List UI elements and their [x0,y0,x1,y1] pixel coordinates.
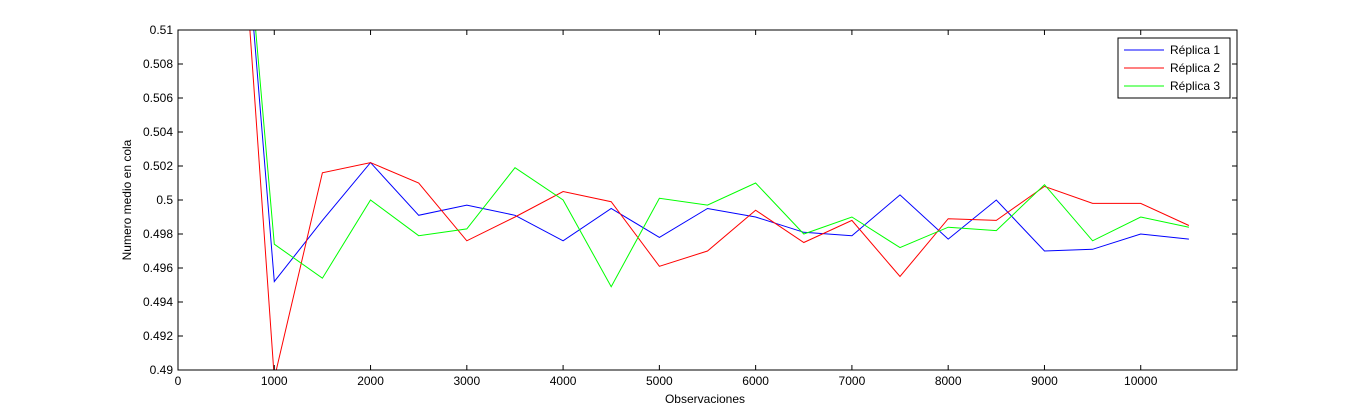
x-tick-label: 9000 [1031,374,1058,388]
x-tick-label: 7000 [839,374,866,388]
series-line-replica-2 [249,30,1190,370]
y-tick-label: 0.49 [150,363,174,377]
y-tick-label: 0.51 [150,23,174,37]
x-tick-label: 2000 [357,374,384,388]
legend-label-replica-2: Réplica 2 [1170,61,1220,75]
x-tick-label: 6000 [742,374,769,388]
y-tick-label: 0.508 [143,57,173,71]
y-tick-labels: 0.49 0.492 0.494 0.496 0.498 0.5 0.502 0.504 0.5… [143,23,173,377]
x-tick-label: 0 [175,374,182,388]
legend-label-replica-1: Réplica 1 [1170,43,1220,57]
y-tick-label: 0.498 [143,227,173,241]
x-tick-label: 8000 [935,374,962,388]
series-line-replica-1 [253,30,1189,283]
x-tick-label: 5000 [646,374,673,388]
y-tick-label: 0.492 [143,329,173,343]
y-tick-label: 0.502 [143,159,173,173]
y-axis-label: Numero medio en cola [120,139,134,260]
x-axis-label: Observaciones [665,392,745,406]
axis-ticks [177,29,1237,371]
plot-area [178,30,1237,370]
y-tick-label: 0.504 [143,125,173,139]
x-tick-label: 3000 [453,374,480,388]
x-tick-labels: 0 1000 2000 3000 4000 5000 6000 7000 8000 9000 100… [175,374,1158,388]
x-tick-label: 4000 [550,374,577,388]
x-tick-label: 10000 [1124,374,1158,388]
legend: Réplica 1 Réplica 2 Réplica 3 [1117,37,1231,99]
y-tick-label: 0.496 [143,261,173,275]
series-line-replica-3 [255,30,1190,288]
y-tick-label: 0.494 [143,295,173,309]
y-tick-label: 0.506 [143,91,173,105]
x-tick-label: 1000 [261,374,288,388]
y-tick-label: 0.5 [156,193,173,207]
series-lines [249,30,1190,370]
legend-label-replica-3: Réplica 3 [1170,79,1220,93]
